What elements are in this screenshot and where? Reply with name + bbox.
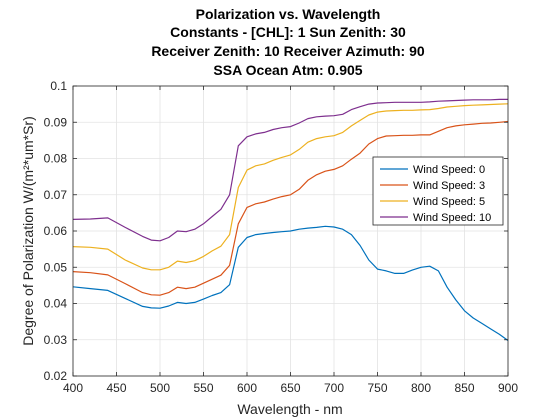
y-tick-label: 0.05 <box>44 260 68 274</box>
legend: Wind Speed: 0 Wind Speed: 3 Wind Speed: 5 W… <box>372 156 504 226</box>
chart-title-line-1: Polarization vs. Wavelength <box>196 6 381 22</box>
y-tick-label: 0.03 <box>44 333 68 347</box>
y-tick-label: 0.08 <box>44 152 68 166</box>
legend-box <box>372 156 504 226</box>
x-tick-label: 750 <box>367 381 387 395</box>
axis-ticks: 400 450 500 550 600 650 700 750 800 850 900 0.02 0.0… <box>44 79 519 395</box>
chart-title-line-3: Receiver Zenith: 10 Receiver Azimuth: 90 <box>151 43 425 59</box>
y-tick-label: 0.02 <box>44 369 68 383</box>
y-tick-label: 0.04 <box>44 297 68 311</box>
x-tick-label: 500 <box>150 381 170 395</box>
x-tick-label: 450 <box>106 381 126 395</box>
series-line-1 <box>72 120 509 296</box>
chart-title-line-2: Constants - [CHL]: 1 Sun Zenith: 30 <box>170 24 406 40</box>
x-tick-label: 800 <box>411 381 431 395</box>
x-tick-label: 400 <box>63 381 83 395</box>
series-line-2 <box>72 103 509 271</box>
series-line-0 <box>72 225 509 341</box>
series-lines <box>72 98 509 341</box>
y-tick-label: 0.09 <box>44 115 68 129</box>
x-tick-label: 900 <box>498 381 518 395</box>
legend-label-0: Wind Speed: 0 <box>413 164 485 176</box>
x-tick-label: 600 <box>237 381 257 395</box>
legend-label-1: Wind Speed: 3 <box>413 180 485 192</box>
y-tick-label: 0.07 <box>44 188 68 202</box>
x-tick-label: 650 <box>280 381 300 395</box>
legend-label-2: Wind Speed: 5 <box>413 196 485 208</box>
series-line-3 <box>72 98 508 242</box>
x-tick-label: 850 <box>454 381 474 395</box>
y-tick-label: 0.06 <box>44 224 68 238</box>
y-axis-label: Degree of Polarization W/(m²*um*Sr) <box>20 116 36 346</box>
x-axis-label: Wavelength - nm <box>237 401 342 417</box>
legend-label-3: Wind Speed: 10 <box>413 212 491 224</box>
x-tick-label: 700 <box>324 381 344 395</box>
chart-title-line-4: SSA Ocean Atm: 0.905 <box>213 62 362 78</box>
x-tick-label: 550 <box>193 381 213 395</box>
y-tick-label: 0.1 <box>50 79 67 93</box>
